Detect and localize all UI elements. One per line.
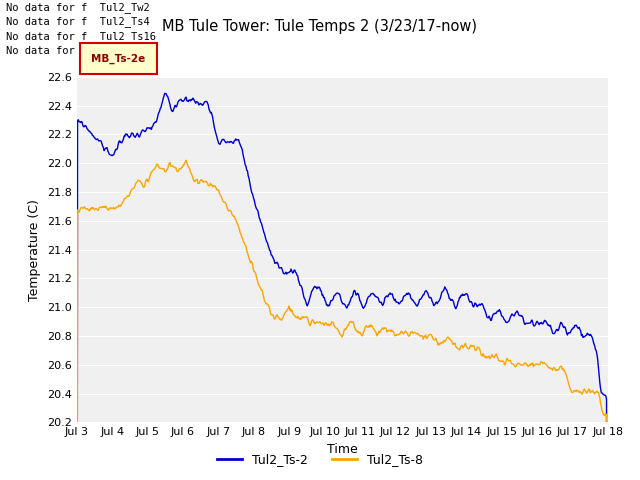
Legend: Tul2_Ts-2, Tul2_Ts-8: Tul2_Ts-2, Tul2_Ts-8	[212, 448, 428, 471]
Text: MB_Ts-2e: MB_Ts-2e	[92, 53, 145, 64]
Text: MB Tule Tower: Tule Temps 2 (3/23/17-now): MB Tule Tower: Tule Temps 2 (3/23/17-now…	[163, 19, 477, 34]
Text: No data for f  Tul2_Tw2
No data for f  Tul2_Ts4
No data for f  Tul2_Ts16
No data: No data for f Tul2_Tw2 No data for f Tul…	[6, 2, 156, 56]
X-axis label: Time: Time	[327, 443, 358, 456]
Y-axis label: Temperature (C): Temperature (C)	[28, 199, 42, 300]
